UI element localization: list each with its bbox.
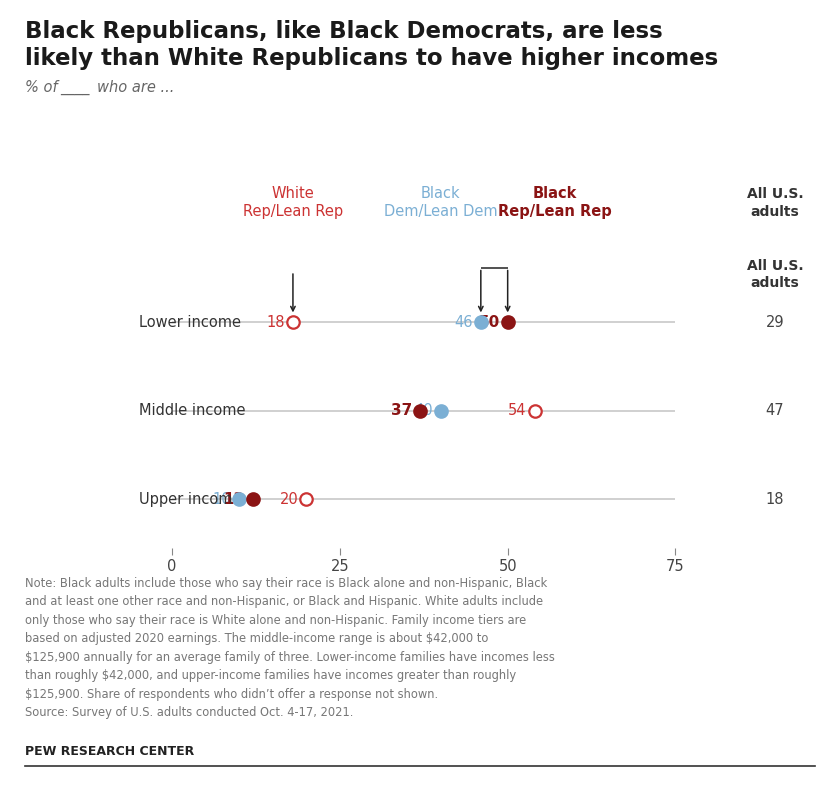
Text: 20: 20 bbox=[280, 492, 298, 507]
Text: 10: 10 bbox=[213, 492, 231, 507]
Point bbox=[246, 492, 260, 505]
Text: Upper income: Upper income bbox=[139, 492, 241, 507]
Text: 46: 46 bbox=[454, 315, 473, 330]
Text: 40: 40 bbox=[414, 403, 433, 418]
Text: 50: 50 bbox=[478, 315, 500, 330]
Text: All U.S.
adults: All U.S. adults bbox=[747, 258, 803, 290]
Text: who are ...: who are ... bbox=[97, 80, 174, 95]
Text: Dem/Lean Dem: Dem/Lean Dem bbox=[384, 204, 497, 219]
Point bbox=[474, 316, 487, 329]
Point bbox=[286, 316, 300, 329]
Point bbox=[433, 404, 447, 417]
Point bbox=[300, 492, 313, 505]
Text: 47: 47 bbox=[765, 403, 785, 418]
Text: ____: ____ bbox=[60, 80, 90, 95]
Text: All U.S.: All U.S. bbox=[747, 187, 803, 201]
Text: adults: adults bbox=[750, 205, 800, 219]
Text: Note: Black adults include those who say their race is Black alone and non-Hispa: Note: Black adults include those who say… bbox=[25, 577, 555, 719]
Text: 18: 18 bbox=[765, 492, 785, 507]
Text: Black: Black bbox=[421, 186, 460, 201]
Text: Rep/Lean Rep: Rep/Lean Rep bbox=[498, 204, 612, 219]
Text: 54: 54 bbox=[508, 403, 527, 418]
Text: Black: Black bbox=[533, 186, 577, 201]
Point bbox=[233, 492, 246, 505]
Text: Lower income: Lower income bbox=[139, 315, 240, 330]
Text: % of: % of bbox=[25, 80, 58, 95]
Text: likely than White Republicans to have higher incomes: likely than White Republicans to have hi… bbox=[25, 47, 718, 70]
Text: PEW RESEARCH CENTER: PEW RESEARCH CENTER bbox=[25, 745, 194, 758]
Point bbox=[528, 404, 541, 417]
Text: White: White bbox=[271, 186, 314, 201]
Text: 12: 12 bbox=[223, 492, 244, 507]
Point bbox=[414, 404, 428, 417]
Text: Middle income: Middle income bbox=[139, 403, 245, 418]
Text: 18: 18 bbox=[266, 315, 285, 330]
Text: 29: 29 bbox=[765, 315, 785, 330]
Point bbox=[501, 316, 514, 329]
Text: Rep/Lean Rep: Rep/Lean Rep bbox=[243, 204, 343, 219]
Text: 37: 37 bbox=[391, 403, 412, 418]
Text: Black Republicans, like Black Democrats, are less: Black Republicans, like Black Democrats,… bbox=[25, 20, 663, 43]
